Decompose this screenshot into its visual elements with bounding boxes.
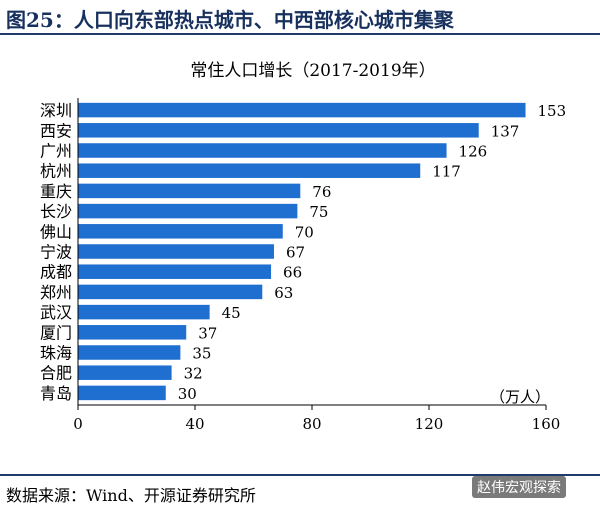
- data-label: 35: [192, 345, 211, 363]
- data-label: 37: [198, 324, 217, 342]
- data-label: 66: [283, 264, 302, 282]
- chart-title: 常住人口增长（2017-2019年）: [190, 61, 435, 81]
- category-label: 杭州: [40, 162, 72, 181]
- bar: [78, 244, 274, 259]
- bar: [78, 102, 526, 118]
- unit-label: （万人）: [490, 388, 550, 406]
- data-label: 70: [295, 223, 314, 241]
- category-label: 长沙: [40, 202, 72, 221]
- data-label: 30: [178, 385, 197, 403]
- data-label: 45: [222, 304, 241, 322]
- bar-chart: 常住人口增长（2017-2019年） （万人） 深圳 153 西安 137 广州 126 杭…: [40, 61, 567, 433]
- watermark-badge: 赵伟宏观探索: [472, 476, 566, 498]
- figure-title: 图25：人口向东部热点城市、中西部核心城市集聚: [6, 8, 454, 32]
- header-rule: [0, 33, 600, 35]
- bar: [78, 143, 447, 158]
- bar: [78, 345, 181, 360]
- category-label: 成都: [40, 263, 72, 282]
- bar: [78, 325, 187, 340]
- x-tick-label: 160: [532, 415, 561, 433]
- x-tick-label: 120: [415, 415, 444, 433]
- data-label: 137: [491, 122, 520, 140]
- category-label: 武汉: [40, 303, 72, 322]
- category-label: 重庆: [40, 182, 72, 201]
- category-label: 佛山: [40, 222, 72, 241]
- footer-rule: [0, 474, 600, 476]
- bar: [78, 284, 263, 300]
- bar: [78, 304, 210, 320]
- data-label: 76: [312, 183, 331, 201]
- bar: [78, 203, 298, 219]
- data-label: 117: [432, 163, 461, 181]
- bar: [78, 385, 166, 401]
- category-label: 广州: [40, 142, 72, 161]
- category-label: 珠海: [40, 344, 72, 363]
- x-tick-label: 80: [302, 415, 321, 433]
- figure-header: 图25：人口向东部热点城市、中西部核心城市集聚: [0, 0, 600, 33]
- category-label: 合肥: [40, 364, 72, 383]
- category-label: 深圳: [40, 101, 72, 120]
- x-tick-label: 0: [73, 415, 83, 433]
- category-label: 西安: [40, 121, 72, 140]
- x-tick-label: 40: [185, 415, 204, 433]
- data-label: 153: [538, 102, 567, 120]
- source-note: 数据来源：Wind、开源证券研究所: [6, 486, 256, 505]
- data-label: 32: [184, 365, 203, 383]
- category-label: 郑州: [40, 283, 72, 302]
- data-label: 67: [286, 244, 305, 262]
- bar: [78, 224, 283, 239]
- data-label: 75: [309, 203, 328, 221]
- bar: [78, 123, 479, 138]
- category-label: 青岛: [40, 384, 72, 403]
- bar: [78, 163, 421, 178]
- data-label: 63: [274, 284, 293, 302]
- data-label: 126: [459, 143, 488, 161]
- category-label: 宁波: [40, 243, 72, 262]
- bar: [78, 365, 172, 380]
- bar: [78, 264, 272, 279]
- bar: [78, 183, 301, 199]
- category-label: 厦门: [40, 323, 72, 342]
